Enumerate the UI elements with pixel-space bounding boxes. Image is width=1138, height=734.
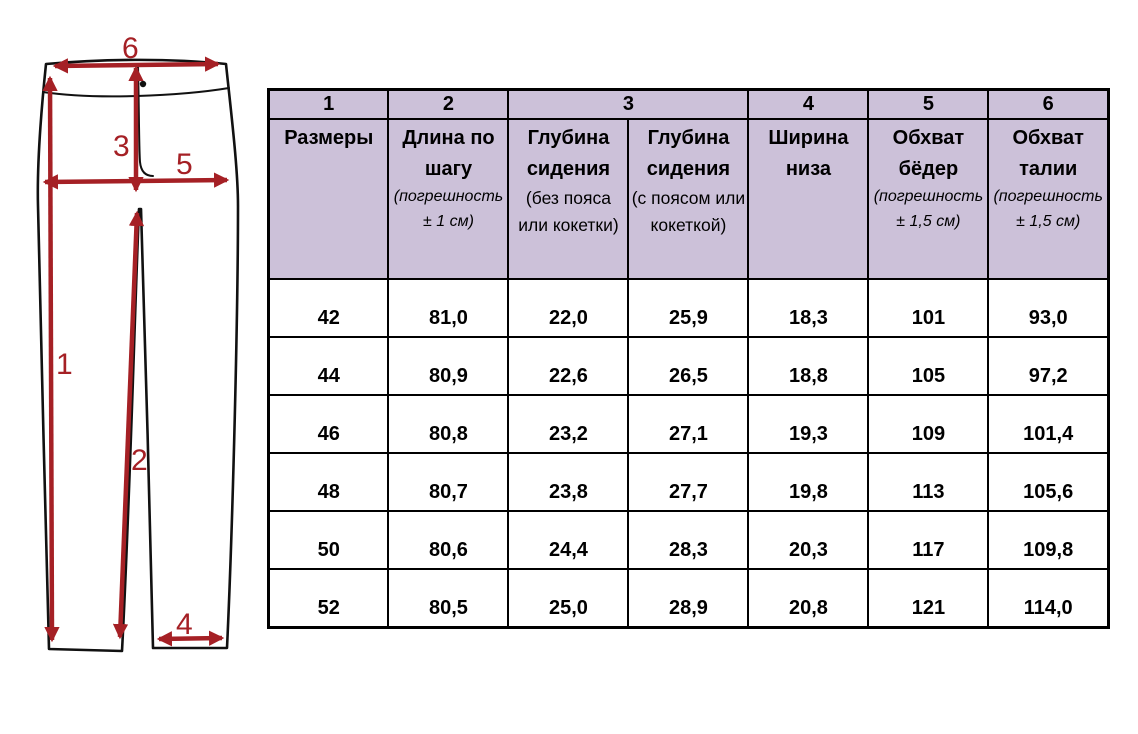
cell: 44: [267, 336, 390, 396]
measure-line-5: [42, 172, 230, 190]
measurement-labels: 6 3 5 1 2 4: [56, 32, 193, 641]
measure-line-6: [52, 56, 221, 74]
trousers-measurement-diagram: 6 3 5 1 2 4: [36, 32, 240, 653]
cell: 26,5: [627, 336, 750, 396]
cell: 28,9: [627, 568, 750, 629]
header-note: (погрешность ± 1 см): [393, 188, 504, 230]
cell: 105,6: [987, 452, 1110, 512]
cell: 48: [267, 452, 390, 512]
cell: 114,0: [987, 568, 1110, 629]
cell: 101,4: [987, 394, 1110, 454]
cell: 52: [267, 568, 390, 629]
header-hem-width: Ширина низа: [747, 118, 870, 280]
table-row-size-46: 46 80,8 23,2 27,1 19,3 109 101,4: [267, 394, 1110, 454]
column-number-row: 1 2 3 4 5 6: [267, 88, 1110, 120]
diagram-label-2: 2: [131, 444, 148, 477]
cell: 80,8: [387, 394, 510, 454]
cell: 20,3: [747, 510, 870, 570]
header-title: Размеры: [284, 127, 374, 149]
measure-line-1: [42, 75, 60, 643]
measurement-arrows: [42, 56, 230, 647]
header-note: (без пояса или кокетки): [518, 188, 619, 236]
cell: 27,1: [627, 394, 750, 454]
header-title: Глубина сидения: [526, 127, 611, 180]
diagram-label-6: 6: [122, 32, 139, 65]
diagram-label-1: 1: [56, 348, 73, 381]
table-row-size-48: 48 80,7 23,8 27,7 19,8 113 105,6: [267, 452, 1110, 512]
header-title: Длина по шагу: [402, 127, 495, 180]
header-title: Глубина сидения: [646, 127, 731, 180]
cell: 28,3: [627, 510, 750, 570]
cell: 23,2: [507, 394, 630, 454]
cell: 25,9: [627, 278, 750, 338]
diagram-label-5: 5: [176, 148, 193, 181]
cell: 18,8: [747, 336, 870, 396]
table-row-size-50: 50 80,6 24,4 28,3 20,3 117 109,8: [267, 510, 1110, 570]
col-number-1: 1: [267, 88, 390, 120]
table-row-size-42: 42 81,0 22,0 25,9 18,3 101 93,0: [267, 278, 1110, 338]
cell: 93,0: [987, 278, 1110, 338]
cell: 80,5: [387, 568, 510, 629]
cell: 109,8: [987, 510, 1110, 570]
cell: 22,0: [507, 278, 630, 338]
table-row-size-44: 44 80,9 22,6 26,5 18,8 105 97,2: [267, 336, 1110, 396]
cell: 27,7: [627, 452, 750, 512]
size-table-wrapper: 1 2 3 4 5 6 Размеры Длина по шагу (погре…: [267, 88, 1110, 629]
cell: 97,2: [987, 336, 1110, 396]
size-table: 1 2 3 4 5 6 Размеры Длина по шагу (погре…: [267, 88, 1110, 629]
diagram-label-4: 4: [176, 608, 193, 641]
cell: 24,4: [507, 510, 630, 570]
header-seat-depth-no-belt: Глубина сидения (без пояса или кокетки): [507, 118, 630, 280]
col-number-5: 5: [867, 88, 990, 120]
measure-line-2: [112, 210, 145, 640]
cell: 121: [867, 568, 990, 629]
cell: 80,6: [387, 510, 510, 570]
col-number-6: 6: [987, 88, 1110, 120]
cell: 25,0: [507, 568, 630, 629]
cell: 20,8: [747, 568, 870, 629]
diagram-label-3: 3: [113, 130, 130, 163]
col-number-4: 4: [747, 88, 870, 120]
cell: 19,3: [747, 394, 870, 454]
cell: 23,8: [507, 452, 630, 512]
header-sizes: Размеры: [267, 118, 390, 280]
header-title: Обхват талии: [1012, 127, 1084, 180]
cell: 113: [867, 452, 990, 512]
header-waist-girth: Обхват талии (погрешность ± 1,5 см): [987, 118, 1110, 280]
cell: 101: [867, 278, 990, 338]
header-note: (погрешность ± 1,5 см): [993, 188, 1103, 230]
cell: 80,7: [387, 452, 510, 512]
header-title: Ширина низа: [768, 127, 849, 180]
cell: 105: [867, 336, 990, 396]
header-title: Обхват бёдер: [892, 127, 965, 180]
cell: 18,3: [747, 278, 870, 338]
header-hip-girth: Обхват бёдер (погрешность ± 1,5 см): [867, 118, 990, 280]
cell: 80,9: [387, 336, 510, 396]
cell: 50: [267, 510, 390, 570]
header-note: (погрешность ± 1,5 см): [873, 188, 984, 230]
table-row-size-52: 52 80,5 25,0 28,9 20,8 121 114,0: [267, 568, 1110, 629]
cell: 117: [867, 510, 990, 570]
button-dot: [139, 80, 147, 88]
cell: 81,0: [387, 278, 510, 338]
cell: 22,6: [507, 336, 630, 396]
col-number-3: 3: [507, 88, 750, 120]
header-seat-depth-with-belt: Глубина сидения (с поясом или кокеткой): [627, 118, 750, 280]
cell: 19,8: [747, 452, 870, 512]
col-number-2: 2: [387, 88, 510, 120]
cell: 109: [867, 394, 990, 454]
cell: 42: [267, 278, 390, 338]
header-inseam-length: Длина по шагу (погрешность ± 1 см): [387, 118, 510, 280]
cell: 46: [267, 394, 390, 454]
header-note: (с поясом или кокеткой): [631, 188, 746, 236]
measure-line-4: [156, 630, 225, 647]
header-row: Размеры Длина по шагу (погрешность ± 1 с…: [267, 118, 1110, 280]
